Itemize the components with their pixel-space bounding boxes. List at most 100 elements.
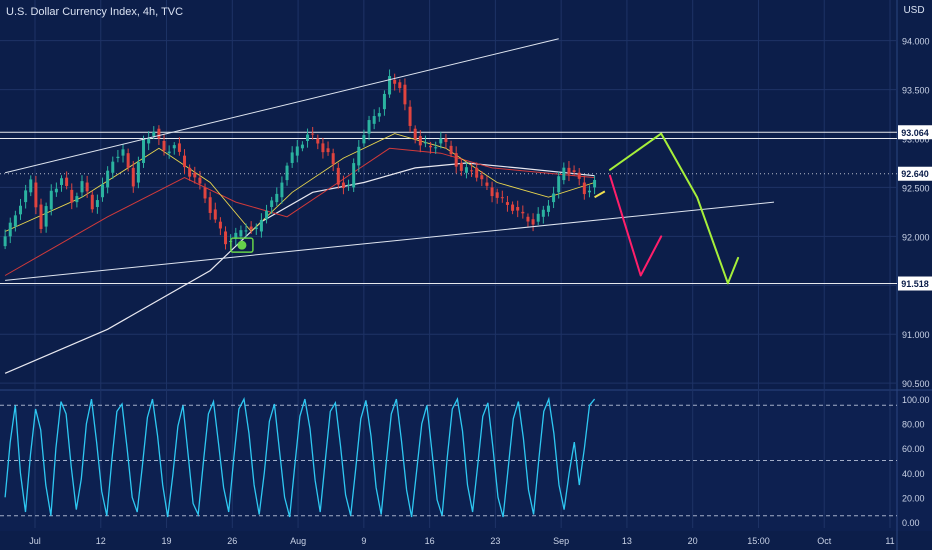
candle-body bbox=[121, 149, 125, 156]
candle-body bbox=[495, 192, 499, 198]
candle-body bbox=[177, 143, 181, 152]
price-label-box bbox=[898, 166, 932, 181]
candle-body bbox=[429, 145, 433, 148]
candle-body bbox=[224, 231, 228, 245]
price-label-text: 93.064 bbox=[901, 128, 929, 138]
bullish-projection-arrow bbox=[609, 132, 740, 285]
trendline bbox=[5, 201, 775, 281]
candle-body bbox=[19, 205, 23, 215]
oscillator-tick-label: 0.00 bbox=[902, 518, 920, 528]
price-tick-label: 92.500 bbox=[902, 183, 930, 193]
candle-body bbox=[172, 145, 176, 149]
oscillator-pane[interactable] bbox=[0, 396, 897, 518]
candle-body bbox=[8, 222, 12, 237]
candle-body bbox=[126, 153, 130, 168]
candle-body bbox=[587, 190, 591, 193]
candle-body bbox=[198, 177, 202, 184]
candle-body bbox=[552, 193, 556, 203]
candle-body bbox=[116, 156, 120, 159]
candle-body bbox=[423, 142, 427, 144]
price-tick-label: 92.000 bbox=[902, 232, 930, 242]
candle-body bbox=[147, 137, 151, 144]
candle-body bbox=[316, 138, 320, 144]
candle-body bbox=[13, 215, 17, 227]
candle-body bbox=[593, 179, 597, 188]
candle-body bbox=[270, 200, 274, 207]
time-tick-label: 9 bbox=[361, 536, 366, 546]
candle-body bbox=[162, 140, 166, 151]
time-tick-label: Sep bbox=[553, 536, 569, 546]
price-tick-label: 93.500 bbox=[902, 86, 930, 96]
candle-body bbox=[142, 139, 146, 163]
candle-body bbox=[218, 221, 222, 229]
dividend-icon bbox=[237, 240, 247, 250]
candle-body bbox=[275, 193, 279, 203]
candle-body bbox=[521, 211, 525, 214]
oscillator-tick-label: 60.00 bbox=[902, 444, 925, 454]
candle-body bbox=[516, 207, 520, 211]
dividend-badge[interactable] bbox=[230, 237, 254, 253]
candle-body bbox=[439, 138, 443, 144]
candle-body bbox=[44, 206, 48, 227]
trendline bbox=[5, 38, 559, 174]
candle-body bbox=[244, 230, 248, 232]
candle-body bbox=[157, 128, 161, 139]
price-tick-label: 90.500 bbox=[902, 379, 930, 389]
candle-body bbox=[70, 189, 74, 203]
currency-badge[interactable]: USD bbox=[903, 5, 925, 16]
candle-body bbox=[111, 161, 115, 173]
time-tick-label: 23 bbox=[490, 536, 500, 546]
axis-labels: 94.00093.50093.00092.50092.00091.50091.0… bbox=[29, 37, 932, 546]
candle-body bbox=[90, 194, 94, 210]
candle-body bbox=[85, 182, 89, 192]
candle-body bbox=[285, 165, 289, 181]
candle-body bbox=[75, 196, 79, 203]
candle-body bbox=[95, 200, 99, 207]
candle-body bbox=[352, 163, 356, 188]
price-tick-label: 94.000 bbox=[902, 37, 930, 47]
candle-body bbox=[388, 76, 392, 95]
candle-body bbox=[49, 190, 53, 210]
candle-body bbox=[101, 184, 105, 198]
candle-body bbox=[500, 197, 504, 199]
candle-body bbox=[54, 188, 58, 193]
candle-body bbox=[234, 232, 238, 239]
candle-body bbox=[193, 172, 197, 178]
candle-body bbox=[511, 204, 515, 211]
time-tick-label: Aug bbox=[290, 536, 306, 546]
time-tick-label: 19 bbox=[162, 536, 172, 546]
candle-body bbox=[106, 170, 110, 188]
price-pane[interactable] bbox=[0, 38, 897, 374]
time-tick-label: 11 bbox=[885, 536, 894, 546]
candle-body bbox=[490, 187, 494, 197]
bearish-projection-arrow bbox=[609, 174, 663, 277]
candle-body bbox=[470, 170, 474, 172]
candle-body bbox=[183, 155, 187, 168]
price-label-text: 92.640 bbox=[901, 169, 929, 179]
candle-body bbox=[454, 153, 458, 167]
candle-body bbox=[546, 205, 550, 212]
candle-body bbox=[29, 179, 33, 193]
price-tick-label: 91.000 bbox=[902, 330, 930, 340]
candle-body bbox=[34, 182, 38, 208]
candle-body bbox=[203, 187, 207, 199]
time-tick-label: 16 bbox=[425, 536, 435, 546]
candle-body bbox=[208, 197, 212, 213]
price-label-text: 91.518 bbox=[901, 279, 929, 289]
candle-body bbox=[567, 167, 571, 175]
time-tick-label: 13 bbox=[622, 536, 632, 546]
candle-body bbox=[213, 209, 217, 220]
candle-body bbox=[536, 213, 540, 222]
candle-body bbox=[321, 143, 325, 153]
candle-body bbox=[331, 153, 335, 165]
price-label-box bbox=[898, 125, 932, 140]
candle-body bbox=[464, 167, 468, 173]
candle-body bbox=[300, 144, 304, 149]
candle-body bbox=[582, 182, 586, 195]
candle-body bbox=[393, 79, 397, 84]
candle-body bbox=[505, 202, 509, 205]
candle-body bbox=[188, 167, 192, 177]
time-tick-label: 12 bbox=[96, 536, 106, 546]
candle-body bbox=[403, 84, 407, 105]
